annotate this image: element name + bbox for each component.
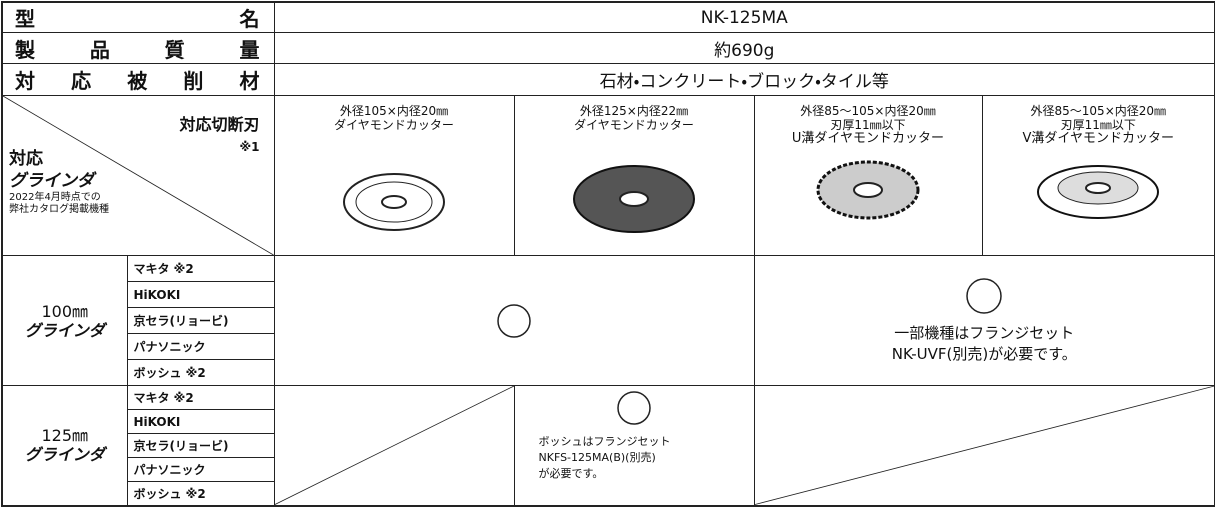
maker: 京セラ(リョービ) <box>126 433 275 458</box>
group-size: 125㎜ <box>41 426 89 446</box>
row-value: 石材・コンクリート・ブロック・タイル等 <box>273 63 1215 96</box>
compat-cell: ボッシュはフランジセット NKFS-125MA(B)(別売) が必要です。 <box>513 385 755 506</box>
group-cell: 125㎜ グラインダ <box>1 385 128 506</box>
grinder-label: 対応 <box>9 149 43 169</box>
row-value: NK-125MA <box>273 1 1215 33</box>
compat-note: ボッシュはフランジセット <box>538 435 671 448</box>
blade-text: 外径85～105×内径20㎜ <box>800 104 936 118</box>
row-label: 型名 <box>1 1 275 33</box>
catalog-note: 2022年4月時点での <box>9 192 101 203</box>
blade-text: 刃厚11㎜以下 <box>830 118 906 132</box>
maker: HiKOKI <box>126 409 275 434</box>
row-label: 対応被削材 <box>1 63 275 96</box>
blade-text: ダイヤモンドカッター <box>334 118 454 132</box>
blade-icon <box>1037 165 1160 219</box>
row-label: 製品質量 <box>1 32 275 64</box>
blade-icon <box>573 165 695 233</box>
maker: ボッシュ ※2 <box>126 481 275 506</box>
group-label: グラインダ <box>24 445 105 465</box>
blade-text: 外径125×内径22㎜ <box>579 104 689 118</box>
diagonal <box>3 96 274 255</box>
diagonal <box>275 386 514 505</box>
row-value: 約690g <box>273 32 1215 64</box>
compat-cell: 一部機種はフランジセット NK-UVF(別売)が必要です。 <box>753 255 1215 386</box>
compat-mark <box>966 277 1003 314</box>
maker: HiKOKI <box>126 281 275 308</box>
maker: パナソニック <box>126 457 275 482</box>
blade-text: 外径85～105×内径20㎜ <box>1030 104 1167 118</box>
blade-note: ※1 <box>239 140 260 154</box>
compat-note: が必要です。 <box>538 467 604 480</box>
na-cell <box>753 385 1215 506</box>
blade-icon <box>343 173 445 231</box>
blade-icon <box>816 160 920 220</box>
na-cell <box>273 385 515 506</box>
group-cell: 100㎜ グラインダ <box>1 255 128 386</box>
blade-text: 外径105×内径20㎜ <box>339 104 449 118</box>
compat-mark <box>617 391 651 425</box>
catalog-note: 弊社カタログ掲載機種 <box>9 204 109 215</box>
header-cell: 対応切断刃 ※1 対応 グラインダ 2022年4月時点での 弊社カタログ掲載機種 <box>1 95 275 256</box>
group-size: 100㎜ <box>41 301 89 321</box>
compat-mark <box>497 303 531 338</box>
blade-text: 刃厚11㎜以下 <box>1060 118 1136 132</box>
maker: 京セラ(リョービ) <box>126 307 275 334</box>
blade-text: V溝ダイヤモンドカッター <box>1022 131 1175 146</box>
blade-label: 対応切断刃 <box>179 115 260 134</box>
compat-note: NKFS-125MA(B)(別売) <box>538 451 656 464</box>
blade-text: U溝ダイヤモンドカッター <box>791 131 945 146</box>
blade-cell: 外径85～105×内径20㎜ 刃厚11㎜以下 U溝ダイヤモンドカッター <box>753 95 983 256</box>
blade-cell: 外径105×内径20㎜ ダイヤモンドカッター <box>273 95 515 256</box>
blade-cell: 外径125×内径22㎜ ダイヤモンドカッター <box>513 95 755 256</box>
diagonal <box>755 386 1215 505</box>
grinder-label: グラインダ <box>9 171 94 191</box>
compat-note: NK-UVF(別売)が必要です。 <box>891 344 1077 363</box>
maker: マキタ ※2 <box>126 255 275 282</box>
compat-cell <box>273 255 755 386</box>
maker: パナソニック <box>126 333 275 360</box>
maker: ボッシュ ※2 <box>126 359 275 386</box>
maker: マキタ ※2 <box>126 385 275 410</box>
compat-note: 一部機種はフランジセット <box>894 323 1075 342</box>
blade-text: ダイヤモンドカッター <box>574 118 694 132</box>
group-label: グラインダ <box>24 320 105 340</box>
blade-cell: 外径85～105×内径20㎜ 刃厚11㎜以下 V溝ダイヤモンドカッター <box>981 95 1215 256</box>
